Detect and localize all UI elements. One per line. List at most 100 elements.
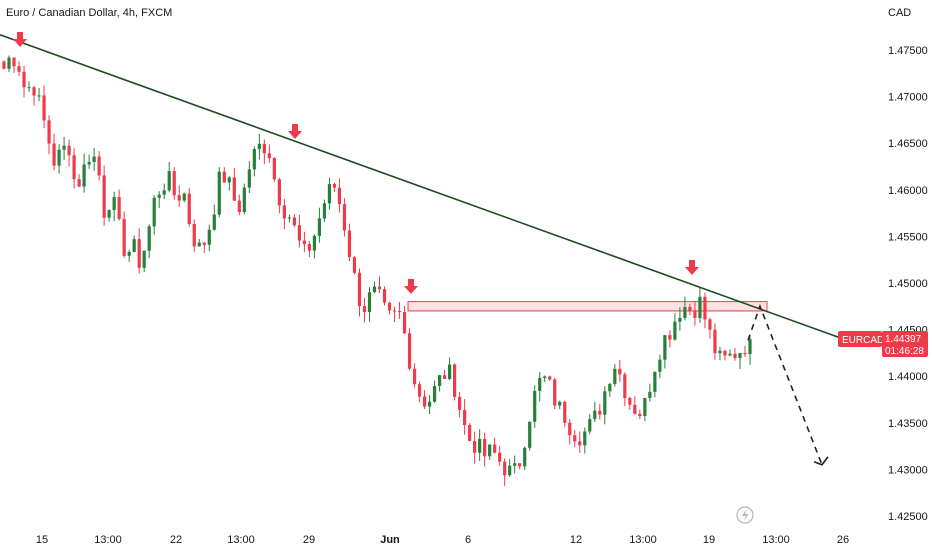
candle-body (227, 177, 231, 183)
candle-body (202, 242, 206, 245)
projection-arrowhead (813, 456, 829, 466)
candle-body (322, 203, 327, 219)
candle-body (142, 250, 146, 268)
candle-body (733, 353, 737, 359)
candle-body (352, 257, 357, 273)
down-arrow-icon (685, 260, 699, 275)
candle-body (558, 401, 562, 406)
candle-body (473, 441, 477, 453)
candle-body (162, 190, 166, 195)
candle-body (678, 317, 682, 322)
price-tag: EURCAD 1.44397 01:46:28 (838, 331, 928, 357)
candle-body (518, 463, 522, 467)
y-tick-label: 1.44000 (888, 371, 928, 383)
candle-body (468, 425, 472, 442)
candle-body (598, 410, 602, 415)
candle-body (367, 292, 372, 313)
candle-body (488, 444, 492, 457)
trendline-layer (0, 34, 843, 340)
symbol-title: Euro / Canadian Dollar, 4h, FXCM (6, 7, 172, 19)
candle-body (197, 242, 201, 247)
candle-body (432, 385, 437, 402)
y-tick-label: 1.46500 (888, 138, 928, 150)
candle-body (37, 95, 41, 97)
x-tick-label: 6 (465, 534, 471, 546)
candle-body (698, 296, 702, 319)
candle-body (427, 401, 432, 407)
candle-body (287, 217, 291, 219)
candle-body (52, 143, 56, 166)
countdown: 01:46:28 (885, 346, 924, 357)
candle-body (347, 230, 352, 258)
candle-body (478, 438, 482, 453)
candle-body (357, 272, 362, 307)
y-tick-label: 1.47000 (888, 92, 928, 104)
candle-body (147, 226, 151, 251)
candle-body (127, 251, 131, 256)
candle-body (247, 169, 251, 188)
candle-body (412, 368, 417, 385)
candle-body (97, 156, 101, 176)
candle-body (573, 435, 577, 442)
x-tick-label: 12 (570, 534, 582, 546)
candle-body (207, 229, 211, 245)
candle-body (633, 404, 637, 414)
candle-body (377, 286, 382, 290)
x-tick-label: 15 (36, 534, 48, 546)
candle-body (252, 149, 256, 170)
candle-body (337, 187, 342, 205)
ticker-tag-bg (838, 331, 882, 347)
candle-body (152, 197, 156, 227)
candle-body (342, 204, 347, 231)
candle-body (242, 187, 246, 213)
candle-body (608, 384, 612, 392)
y-tick-label: 1.46000 (888, 185, 928, 197)
y-tick-label: 1.47500 (888, 45, 928, 57)
candle-body (107, 210, 111, 218)
candle-body (463, 409, 467, 426)
candle-body (212, 214, 216, 230)
candle-body (57, 149, 61, 166)
candle-body (232, 177, 236, 201)
candle-body (137, 239, 141, 268)
candle-body (262, 143, 266, 154)
candle-body (658, 359, 662, 372)
candle-body (743, 352, 747, 355)
candle-body (267, 153, 271, 159)
candle-body (117, 197, 121, 219)
candle-body (157, 194, 161, 198)
candle-body (112, 197, 116, 211)
trendline (0, 34, 843, 340)
lightning-icon[interactable] (736, 506, 754, 524)
candle-body (132, 239, 136, 252)
projection-layer (747, 303, 829, 466)
candle-body (498, 452, 502, 462)
candle-body (728, 353, 732, 356)
candle-body (272, 158, 276, 180)
candle-body (82, 164, 86, 187)
candle-body (217, 171, 221, 215)
x-tick-label: 19 (703, 534, 715, 546)
candle-body (302, 240, 307, 244)
candle-body (292, 217, 296, 226)
candle-body (513, 463, 517, 466)
candle-body (548, 376, 552, 380)
resistance-zone-layer (407, 301, 768, 312)
candle-body (593, 410, 597, 420)
last-price: 1.44397 (885, 334, 922, 345)
candle-body (638, 413, 642, 417)
candle-body (618, 368, 622, 375)
candle-body (372, 286, 377, 293)
candle-body (628, 397, 632, 405)
candle-body (7, 57, 11, 69)
candle-body (172, 171, 176, 196)
x-tick-label: 29 (303, 534, 315, 546)
candle-body (182, 193, 186, 201)
candle-body (538, 378, 542, 391)
candle-body (277, 179, 281, 206)
candle-body (32, 87, 36, 96)
candle-body (693, 310, 697, 319)
candle-body (668, 335, 672, 340)
